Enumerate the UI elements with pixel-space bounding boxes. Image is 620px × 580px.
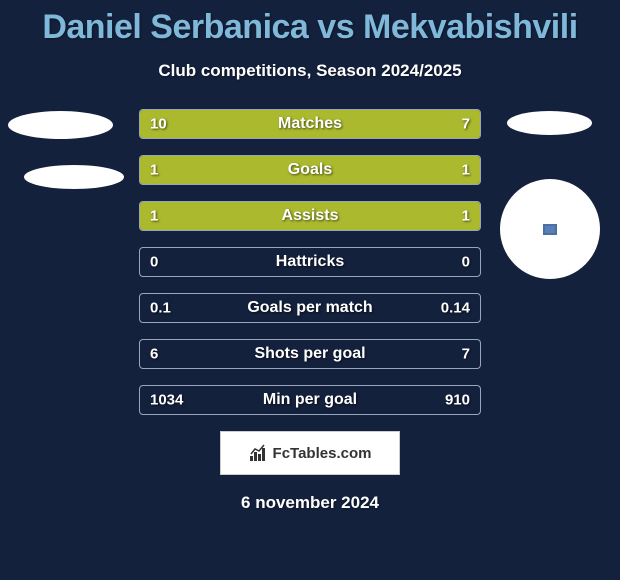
stat-value-right: 0.14 xyxy=(441,300,470,317)
stat-value-left: 6 xyxy=(150,346,158,363)
stat-fill-right xyxy=(340,110,480,138)
stat-row: 6 7 Shots per goal xyxy=(139,339,481,369)
player1-badge-1 xyxy=(8,111,113,139)
stat-row: 0 0 Hattricks xyxy=(139,247,481,277)
footer-brand-text: FcTables.com xyxy=(273,445,372,462)
stat-label: Hattricks xyxy=(276,253,344,271)
stat-label: Goals per match xyxy=(247,299,372,317)
footer-brand-box: FcTables.com xyxy=(220,431,400,475)
stat-value-right: 910 xyxy=(445,392,470,409)
comparison-title: Daniel Serbanica vs Mekvabishvili xyxy=(0,0,620,47)
player1-badge-2 xyxy=(24,165,124,189)
stat-label: Shots per goal xyxy=(254,345,365,363)
stat-label: Min per goal xyxy=(263,391,357,409)
stat-value-left: 1 xyxy=(150,162,158,179)
stat-label: Assists xyxy=(282,207,339,225)
stat-fill-right xyxy=(310,156,480,184)
stat-row: 0.1 0.14 Goals per match xyxy=(139,293,481,323)
stat-value-left: 1 xyxy=(150,208,158,225)
stat-bars: 10 7 Matches 1 1 Goals 1 1 Assists 0 0 Hattricks 0.1… xyxy=(139,109,481,415)
stat-label: Matches xyxy=(278,115,342,133)
comparison-date: 6 november 2024 xyxy=(0,493,620,513)
stat-value-right: 1 xyxy=(462,162,470,179)
stat-value-right: 1 xyxy=(462,208,470,225)
club-logo-placeholder-icon xyxy=(543,224,557,235)
comparison-content: 10 7 Matches 1 1 Goals 1 1 Assists 0 0 Hattricks 0.1… xyxy=(0,109,620,415)
stat-value-left: 0 xyxy=(150,254,158,271)
stat-row: 1 1 Assists xyxy=(139,201,481,231)
stat-value-left: 10 xyxy=(150,116,167,133)
comparison-subtitle: Club competitions, Season 2024/2025 xyxy=(0,61,620,81)
chart-logo-icon xyxy=(249,444,269,462)
stat-value-right: 7 xyxy=(462,116,470,133)
player1-badges xyxy=(8,111,124,189)
stat-value-left: 1034 xyxy=(150,392,183,409)
stat-label: Goals xyxy=(288,161,332,179)
stat-row: 10 7 Matches xyxy=(139,109,481,139)
stat-row: 1034 910 Min per goal xyxy=(139,385,481,415)
stat-value-right: 0 xyxy=(462,254,470,271)
player2-club-logo xyxy=(500,179,600,279)
stat-fill-left xyxy=(140,156,310,184)
player2-badge-1 xyxy=(507,111,592,135)
stat-value-left: 0.1 xyxy=(150,300,171,317)
stat-value-right: 7 xyxy=(462,346,470,363)
stat-row: 1 1 Goals xyxy=(139,155,481,185)
